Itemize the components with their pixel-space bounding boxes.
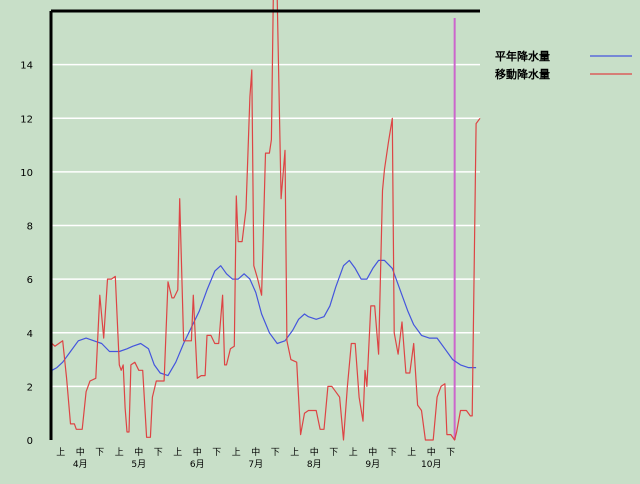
y-tick-label: 10 xyxy=(20,168,33,179)
x-period-label: 中 xyxy=(76,446,85,458)
series-line-2 xyxy=(50,0,481,441)
x-period-label: 下 xyxy=(329,448,338,458)
x-period-label: 中 xyxy=(134,446,143,458)
x-period-label: 下 xyxy=(154,448,163,458)
legend-label: 平年降水量 xyxy=(495,49,550,63)
x-period-label: 下 xyxy=(388,448,397,458)
x-month-label: 9月 xyxy=(365,459,380,470)
y-axis-ticks: 0 2 4 6 8 10 12 14 xyxy=(20,61,33,447)
x-month-label: 4月 xyxy=(73,459,88,470)
x-period-label: 上 xyxy=(290,447,299,458)
legend-label: 移動降水量 xyxy=(495,67,550,81)
y-tick-label: 14 xyxy=(20,61,33,72)
x-axis-ticks: 上中下上中下上中下上中下上中下上中下上中下4月 5月 6月 7月 8月 9月 10月 xyxy=(56,446,455,470)
plot-frame xyxy=(49,9,480,440)
y-tick-label: 8 xyxy=(27,222,33,233)
series-line-1 xyxy=(50,259,477,441)
grid-lines xyxy=(51,63,480,388)
series-lines xyxy=(50,0,481,441)
x-period-label: 上 xyxy=(349,447,358,458)
x-period-label: 下 xyxy=(212,448,221,458)
x-period-label: 上 xyxy=(115,447,124,458)
x-period-label: 下 xyxy=(271,448,280,458)
x-period-label: 中 xyxy=(193,446,202,458)
x-month-label: 8月 xyxy=(307,459,322,470)
x-period-label: 上 xyxy=(407,447,416,458)
y-tick-label: 0 xyxy=(27,436,33,447)
y-tick-label: 6 xyxy=(27,275,33,286)
x-period-label: 下 xyxy=(446,448,455,458)
x-period-label: 上 xyxy=(232,447,241,458)
y-tick-label: 12 xyxy=(20,114,33,125)
x-month-label: 6月 xyxy=(190,459,205,470)
y-tick-label: 2 xyxy=(27,382,33,393)
y-tick-label: 4 xyxy=(27,329,33,340)
x-period-label: 下 xyxy=(95,448,104,458)
x-period-label: 中 xyxy=(427,446,436,458)
x-period-label: 中 xyxy=(368,446,377,458)
x-period-label: 中 xyxy=(251,446,260,458)
x-month-label: 5月 xyxy=(131,459,146,470)
x-month-label: 10月 xyxy=(421,459,441,470)
x-period-label: 中 xyxy=(310,446,319,458)
x-month-label: 7月 xyxy=(248,459,263,470)
x-period-label: 上 xyxy=(173,447,182,458)
x-period-label: 上 xyxy=(56,447,65,458)
